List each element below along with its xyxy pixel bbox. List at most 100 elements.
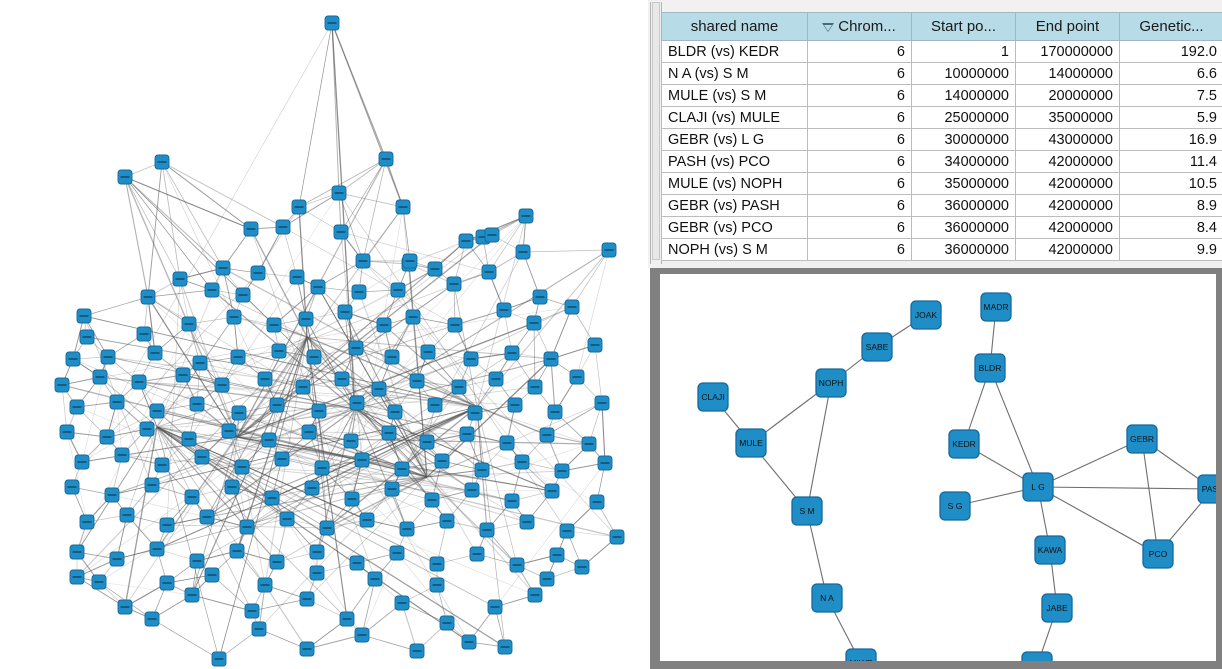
main-network-edge[interactable]: [81, 436, 238, 463]
main-network-edge[interactable]: [402, 206, 411, 262]
main-network-edge[interactable]: [166, 278, 181, 526]
main-network-edge[interactable]: [362, 158, 387, 262]
main-network-edge[interactable]: [236, 206, 404, 438]
sub-network-node[interactable]: BLDR: [974, 353, 1006, 383]
main-network-edge[interactable]: [218, 336, 308, 660]
sub-network-node[interactable]: SABE: [861, 332, 893, 362]
main-network-edge[interactable]: [156, 426, 496, 608]
main-network-edge[interactable]: [354, 386, 536, 410]
main-network-edge[interactable]: [354, 316, 414, 410]
main-network-edge[interactable]: [107, 356, 478, 408]
main-network-edge[interactable]: [116, 22, 333, 403]
main-network-edge[interactable]: [236, 436, 553, 492]
main-network-edge[interactable]: [206, 336, 308, 518]
main-network-edge[interactable]: [156, 426, 278, 563]
main-network-edge[interactable]: [156, 426, 506, 648]
main-network-edge[interactable]: [362, 260, 410, 265]
main-network-edge[interactable]: [138, 381, 158, 428]
main-network-edge[interactable]: [121, 454, 473, 491]
sub-network-node[interactable]: S M: [791, 496, 823, 526]
table-row[interactable]: MULE (vs) S M 6 14000000 20000000 7.5: [661, 84, 1222, 107]
sub-network-node[interactable]: JABE: [1041, 593, 1073, 623]
main-network-edge[interactable]: [298, 158, 387, 208]
main-network-edge[interactable]: [278, 289, 399, 352]
main-network-edge[interactable]: [228, 430, 248, 528]
main-network-edge[interactable]: [124, 176, 224, 269]
sub-network-node[interactable]: L G: [1022, 472, 1054, 502]
main-network-edge[interactable]: [151, 408, 356, 486]
main-network-edge[interactable]: [385, 158, 404, 208]
main-network-edge[interactable]: [251, 598, 308, 612]
sub-network-node[interactable]: PCO: [1142, 539, 1174, 569]
main-network-edge[interactable]: [306, 336, 348, 620]
sub-network-node[interactable]: MADR: [980, 292, 1012, 322]
main-network-edge[interactable]: [61, 384, 68, 433]
sub-network-edge[interactable]: [806, 382, 832, 512]
main-network-edge[interactable]: [361, 459, 470, 643]
main-network-edge[interactable]: [98, 581, 193, 596]
sub-network-node[interactable]: JOAK: [910, 300, 942, 330]
main-network-edge[interactable]: [476, 406, 518, 566]
sub-network-edge[interactable]: [1141, 438, 1159, 555]
main-network-edge[interactable]: [426, 402, 603, 478]
main-network-edge[interactable]: [383, 324, 478, 408]
column-header-end-point[interactable]: End point: [1015, 12, 1120, 41]
main-network-edge[interactable]: [106, 272, 259, 438]
main-network-edge[interactable]: [331, 22, 404, 208]
main-network-edge[interactable]: [571, 249, 610, 308]
main-network-edge[interactable]: [361, 358, 552, 461]
main-network-edge[interactable]: [533, 322, 536, 388]
main-network-edge[interactable]: [147, 296, 528, 523]
main-network-edge[interactable]: [338, 192, 568, 532]
sub-network-edge[interactable]: [1037, 486, 1214, 490]
main-network-edge[interactable]: [576, 249, 610, 378]
main-network-edge[interactable]: [156, 426, 266, 586]
table-row[interactable]: BLDR (vs) KEDR 6 1 170000000 192.0: [661, 40, 1222, 63]
main-network-edge[interactable]: [594, 344, 603, 404]
main-network-edge[interactable]: [191, 336, 308, 596]
main-network-edge[interactable]: [306, 336, 483, 471]
main-network-edge[interactable]: [311, 476, 428, 489]
sub-network-node[interactable]: NOPH: [815, 368, 847, 398]
main-network-edge[interactable]: [550, 306, 573, 360]
main-network-edge[interactable]: [138, 381, 158, 428]
main-network-edge[interactable]: [321, 215, 527, 469]
main-network-edge[interactable]: [124, 176, 213, 291]
main-network-edge[interactable]: [338, 158, 387, 194]
main-network-edge[interactable]: [161, 161, 284, 228]
main-network-edge[interactable]: [391, 251, 524, 490]
main-network-edge[interactable]: [222, 267, 478, 408]
main-network-edge[interactable]: [76, 323, 190, 553]
main-network-edge[interactable]: [66, 431, 88, 523]
main-network-edge[interactable]: [188, 323, 240, 414]
sub-network-edge[interactable]: [1037, 486, 1159, 555]
table-row[interactable]: GEBR (vs) PCO 6 36000000 42000000 8.4: [661, 216, 1222, 239]
main-network-edge[interactable]: [273, 286, 319, 326]
sub-network-edge[interactable]: [1037, 438, 1143, 488]
sub-network-node[interactable]: KAWA: [1034, 535, 1066, 565]
main-network-edge[interactable]: [354, 408, 553, 492]
main-network-edge[interactable]: [298, 22, 333, 208]
main-network-edge[interactable]: [340, 231, 490, 273]
main-network-edge[interactable]: [258, 628, 308, 650]
main-network-edge[interactable]: [522, 249, 610, 253]
main-network-edge[interactable]: [191, 436, 238, 596]
main-network-edge[interactable]: [306, 336, 548, 436]
main-network-edge[interactable]: [305, 318, 356, 410]
main-network-edge[interactable]: [282, 226, 456, 326]
sub-network-canvas[interactable]: JOAK MADR SABE BLDR NOPH CLAJI GEBR KEDR MULE L G…: [660, 274, 1216, 661]
main-network-edge[interactable]: [326, 476, 428, 529]
main-network-edge[interactable]: [426, 469, 483, 478]
main-network-edge[interactable]: [278, 306, 573, 352]
main-network-edge[interactable]: [306, 336, 443, 462]
main-network-edge[interactable]: [476, 406, 590, 445]
main-network-edge[interactable]: [276, 476, 428, 563]
main-network-edge[interactable]: [236, 158, 387, 438]
main-network-edge[interactable]: [196, 406, 478, 562]
main-network-edge[interactable]: [236, 322, 535, 438]
main-network-edge[interactable]: [546, 402, 603, 436]
main-network-edge[interactable]: [206, 406, 478, 518]
main-network-edge[interactable]: [354, 408, 443, 462]
main-network-edge[interactable]: [147, 296, 438, 565]
main-network-edge[interactable]: [362, 260, 618, 538]
